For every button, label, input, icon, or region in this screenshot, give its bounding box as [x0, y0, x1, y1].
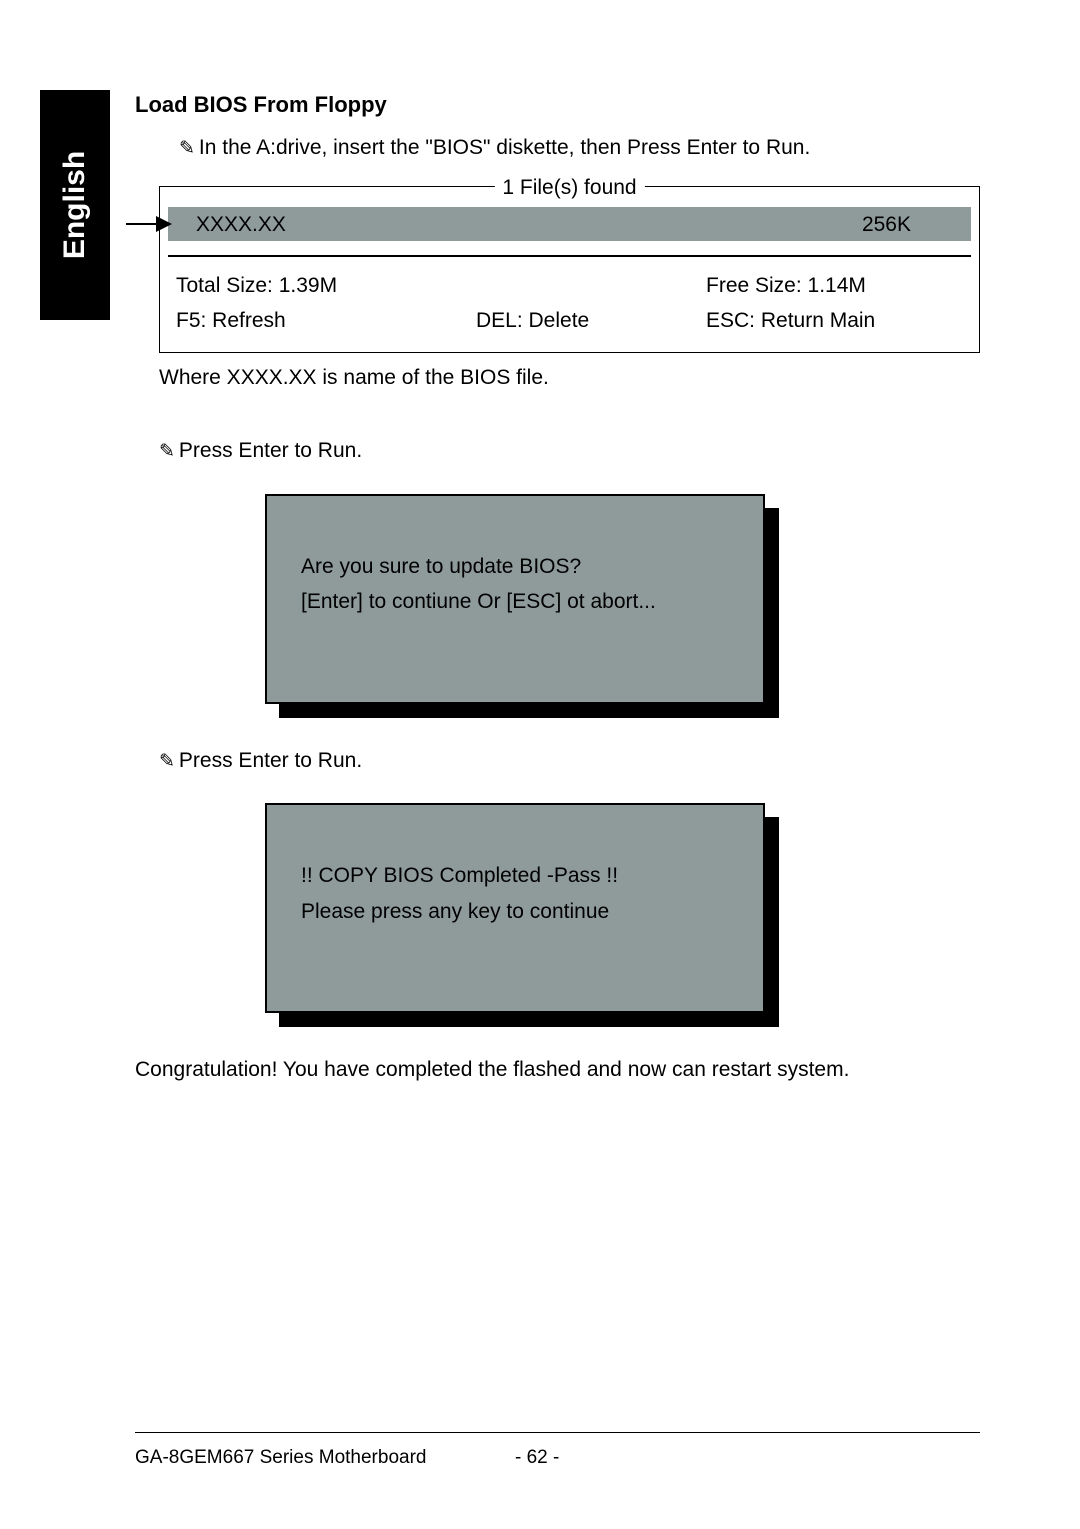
page-footer: GA-8GEM667 Series Motherboard - 62 - — [135, 1447, 980, 1469]
complete-line-2: Please press any key to continue — [301, 897, 729, 926]
page: English Load BIOS From Floppy ✎In the A:… — [0, 0, 1080, 1529]
footer-page-number: - 62 - — [515, 1447, 635, 1469]
intro-text: In the A:drive, insert the "BIOS" disket… — [199, 136, 810, 159]
complete-dialog: !! COPY BIOS Completed -Pass !! Please p… — [265, 803, 765, 1013]
footer-model: GA-8GEM667 Series Motherboard — [135, 1447, 515, 1469]
complete-line-1: !! COPY BIOS Completed -Pass !! — [301, 861, 729, 890]
file-name: XXXX.XX — [196, 210, 286, 239]
key-hint-row: F5: Refresh DEL: Delete ESC: Return Main — [176, 306, 963, 335]
step-2-text: Press Enter to Run. — [179, 749, 362, 772]
file-box-legend: 1 File(s) found — [494, 173, 644, 202]
pencil-icon: ✎ — [159, 749, 175, 776]
key-refresh: F5: Refresh — [176, 306, 476, 335]
step-1: ✎Press Enter to Run. — [159, 436, 980, 466]
free-size: Free Size: 1.14M — [706, 271, 963, 300]
language-tab-label: English — [58, 151, 92, 259]
selection-arrow-icon — [126, 213, 174, 235]
dialog-box: !! COPY BIOS Completed -Pass !! Please p… — [265, 803, 765, 1013]
pencil-icon: ✎ — [179, 136, 195, 163]
key-delete: DEL: Delete — [476, 306, 706, 335]
intro-line: ✎In the A:drive, insert the "BIOS" diske… — [179, 133, 980, 163]
step-2: ✎Press Enter to Run. — [159, 746, 980, 776]
confirm-dialog: Are you sure to update BIOS? [Enter] to … — [265, 494, 765, 704]
language-tab: English — [40, 90, 110, 320]
file-box-border: 1 File(s) found XXXX.XX 256K Total Size:… — [159, 186, 980, 352]
file-listing-box: 1 File(s) found XXXX.XX 256K Total Size:… — [159, 186, 980, 352]
size-info-row: Total Size: 1.39M Free Size: 1.14M — [176, 271, 963, 300]
content-area: Load BIOS From Floppy ✎In the A:drive, i… — [135, 90, 980, 1085]
dialog-box: Are you sure to update BIOS? [Enter] to … — [265, 494, 765, 704]
confirm-line-2: [Enter] to contiune Or [ESC] ot abort... — [301, 587, 729, 616]
congratulation-text: Congratulation! You have completed the f… — [135, 1055, 980, 1084]
spacer — [476, 271, 706, 300]
key-return: ESC: Return Main — [706, 306, 963, 335]
total-size: Total Size: 1.39M — [176, 271, 476, 300]
pencil-icon: ✎ — [159, 439, 175, 466]
section-title: Load BIOS From Floppy — [135, 90, 980, 121]
footer-rule — [135, 1432, 980, 1433]
divider — [168, 255, 971, 257]
file-row-selected[interactable]: XXXX.XX 256K — [168, 207, 971, 241]
confirm-line-1: Are you sure to update BIOS? — [301, 552, 729, 581]
file-name-note: Where XXXX.XX is name of the BIOS file. — [159, 363, 980, 392]
file-size: 256K — [862, 210, 911, 239]
step-1-text: Press Enter to Run. — [179, 439, 362, 462]
